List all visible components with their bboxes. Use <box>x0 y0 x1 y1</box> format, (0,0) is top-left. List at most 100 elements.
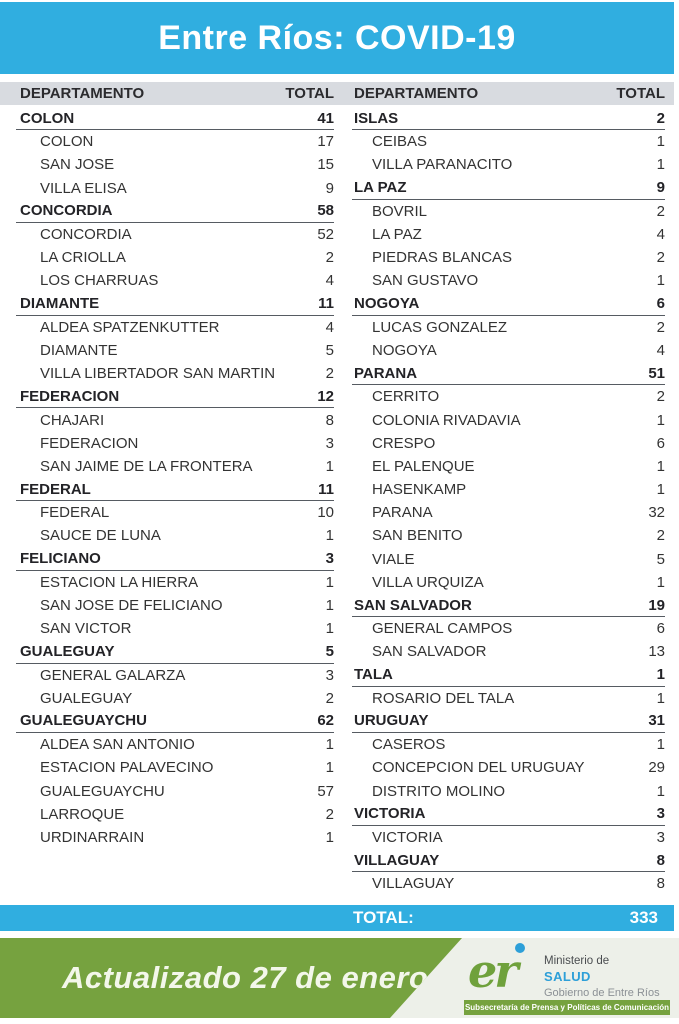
entre-rios-logo: er <box>468 942 532 1000</box>
department-row-total: 6 <box>656 295 665 313</box>
department-row: GUALEGUAY 5 <box>16 640 334 664</box>
locality-row-total: 3 <box>325 666 334 684</box>
locality-row-total: 4 <box>325 318 334 336</box>
department-row-total: 5 <box>325 642 334 660</box>
locality-row-name: SAN JOSE DE FELICIANO <box>40 597 223 615</box>
locality-row: ALDEA SPATZENKUTTER 4 <box>16 316 334 339</box>
locality-row-name: HASENKAMP <box>372 481 467 499</box>
locality-row-name: CONCORDIA <box>40 226 132 244</box>
locality-row-total: 1 <box>656 133 665 151</box>
updated-banner: Actualizado 27 de enero <box>0 938 462 1018</box>
department-row-total: 51 <box>648 364 665 382</box>
table-header-row: DEPARTAMENTO TOTAL DEPARTAMENTO TOTAL <box>0 82 674 105</box>
locality-row-name: CEIBAS <box>372 133 428 151</box>
locality-row-name: GENERAL GALARZA <box>40 666 186 684</box>
department-row: VILLAGUAY 8 <box>352 849 665 873</box>
department-row-name: PARANA <box>354 364 418 382</box>
subsecretary-bar: Subsecretaría de Prensa y Políticas de C… <box>464 1000 670 1015</box>
locality-row-total: 1 <box>656 156 665 174</box>
department-row-total: 1 <box>656 666 665 684</box>
department-row-name: FEDERACION <box>20 387 120 405</box>
department-row-name: ISLAS <box>354 109 399 127</box>
locality-row: SAN VICTOR 1 <box>16 617 334 640</box>
locality-row-name: DISTRITO MOLINO <box>372 782 506 800</box>
locality-row-name: ROSARIO DEL TALA <box>372 689 515 707</box>
department-row: URUGUAY 31 <box>352 710 665 734</box>
locality-row-total: 1 <box>325 828 334 846</box>
department-row-name: DIAMANTE <box>20 295 100 313</box>
locality-row-total: 5 <box>656 550 665 568</box>
locality-row-name: URDINARRAIN <box>40 828 145 846</box>
department-row: NOGOYA 6 <box>352 293 665 316</box>
locality-row-name: CRESPO <box>372 434 436 452</box>
department-column-header: DEPARTAMENTO <box>20 85 145 102</box>
department-row-total: 11 <box>318 295 334 313</box>
department-row-name: VILLAGUAY <box>354 851 440 869</box>
locality-row: LARROQUE 2 <box>16 803 334 826</box>
department-row: DIAMANTE 11 <box>16 293 334 316</box>
locality-row-name: CASEROS <box>372 736 446 754</box>
locality-row-name: ESTACION LA HIERRA <box>40 573 199 591</box>
locality-row-name: SAUCE DE LUNA <box>40 527 161 545</box>
department-row-name: URUGUAY <box>354 712 429 730</box>
table-header-right: DEPARTAMENTO TOTAL <box>352 85 665 102</box>
locality-row: SAN JOSE DE FELICIANO 1 <box>16 594 334 617</box>
locality-row: ALDEA SAN ANTONIO 1 <box>16 733 334 756</box>
locality-row: CASEROS 1 <box>352 733 665 756</box>
locality-row: ESTACION PALAVECINO 1 <box>16 756 334 779</box>
ministry-line3: Gobierno de Entre Ríos <box>544 986 660 999</box>
locality-row-total: 2 <box>325 689 334 707</box>
locality-row-name: SAN BENITO <box>372 527 463 545</box>
locality-row: GENERAL GALARZA 3 <box>16 664 334 687</box>
locality-row-name: COLON <box>40 133 94 151</box>
updated-date-text: Actualizado 27 de enero <box>62 960 429 995</box>
locality-row-total: 5 <box>325 341 334 359</box>
table-header-left: DEPARTAMENTO TOTAL <box>16 85 334 102</box>
department-row: VICTORIA 3 <box>352 803 665 826</box>
locality-row-total: 1 <box>656 782 665 800</box>
locality-row-total: 2 <box>656 527 665 545</box>
locality-row-total: 1 <box>325 527 334 545</box>
department-row: PARANA 51 <box>352 362 665 386</box>
locality-row-name: LOS CHARRUAS <box>40 272 159 290</box>
department-row: GUALEGUAYCHU 62 <box>16 710 334 734</box>
locality-row: LA PAZ 4 <box>352 223 665 246</box>
locality-row: DIAMANTE 5 <box>16 339 334 362</box>
locality-row: URDINARRAIN 1 <box>16 826 334 849</box>
grand-total-value: 333 <box>629 908 658 927</box>
locality-row-name: PARANA <box>372 504 433 522</box>
locality-row: HASENKAMP 1 <box>352 478 665 501</box>
locality-row: GUALEGUAYCHU 57 <box>16 779 334 802</box>
locality-row-name: GUALEGUAY <box>40 689 133 707</box>
ministry-logo-area: er Ministerio de SALUD Gobierno de Entre… <box>468 942 660 1000</box>
locality-row-name: NOGOYA <box>372 341 437 359</box>
locality-row: VILLA PARANACITO 1 <box>352 153 665 176</box>
locality-row-total: 2 <box>325 365 334 383</box>
locality-row-name: VILLA LIBERTADOR SAN MARTIN <box>40 365 276 383</box>
department-row-total: 9 <box>656 179 665 197</box>
locality-row-total: 1 <box>325 620 334 638</box>
locality-row-total: 2 <box>656 318 665 336</box>
locality-row-total: 2 <box>656 249 665 267</box>
locality-row-name: ESTACION PALAVECINO <box>40 759 214 777</box>
locality-row-total: 57 <box>317 782 334 800</box>
right-column-table: ISLAS 2 CEIBAS 1 VILLA PARANACITO 1 LA PAZ 9 BOV… <box>352 107 665 895</box>
department-row: COLON 41 <box>16 107 334 131</box>
locality-row-total: 8 <box>325 411 334 429</box>
locality-row: CEIBAS 1 <box>352 130 665 153</box>
locality-row-total: 3 <box>325 434 334 452</box>
locality-row: CONCORDIA 52 <box>16 223 334 246</box>
locality-row-total: 10 <box>317 504 334 522</box>
locality-row: LUCAS GONZALEZ 2 <box>352 316 665 339</box>
locality-row-total: 17 <box>317 133 334 151</box>
locality-row: SAN BENITO 2 <box>352 524 665 547</box>
locality-row-total: 15 <box>317 156 334 174</box>
locality-row-name: ALDEA SAN ANTONIO <box>40 736 195 754</box>
locality-row: SAN SALVADOR 13 <box>352 640 665 663</box>
department-row-name: CONCORDIA <box>20 202 113 220</box>
locality-row-total: 1 <box>325 736 334 754</box>
ministry-line1: Ministerio de <box>544 955 610 967</box>
locality-row-name: PIEDRAS BLANCAS <box>372 249 513 267</box>
locality-row-name: GUALEGUAYCHU <box>40 782 165 800</box>
locality-row-name: FEDERAL <box>40 504 110 522</box>
